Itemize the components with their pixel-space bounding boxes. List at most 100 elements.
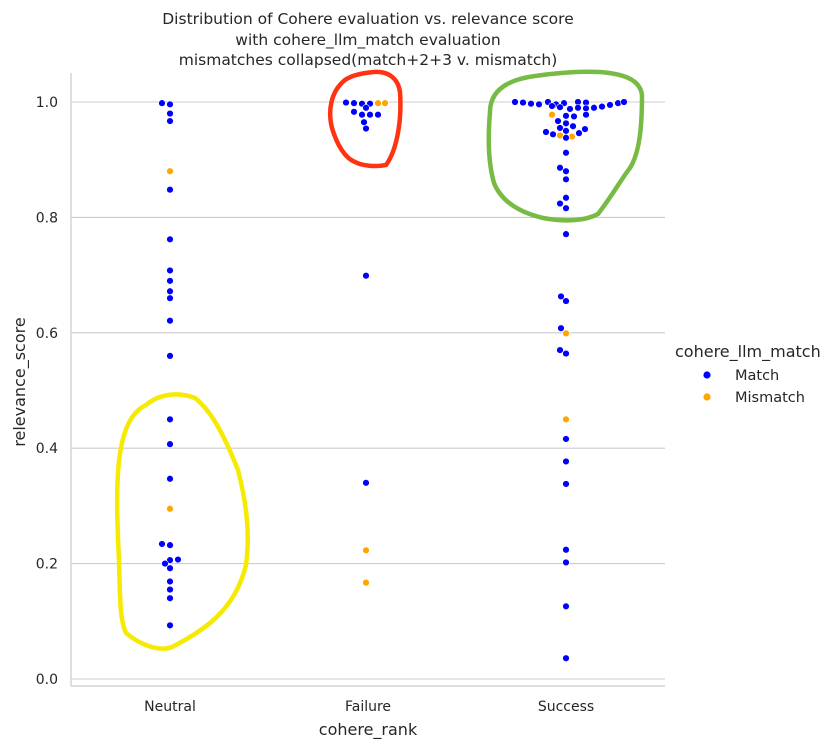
data-point-success: [562, 127, 570, 135]
x-axis-label: cohere_rank: [319, 720, 418, 740]
data-point-neutral: [166, 621, 174, 630]
data-point-success: [562, 349, 570, 358]
data-point-neutral: [166, 294, 174, 302]
data-point-success: [562, 435, 570, 443]
data-point-failure: [362, 546, 370, 555]
data-point-success: [556, 164, 564, 172]
data-point-success: [556, 103, 564, 111]
data-point-neutral: [166, 505, 174, 513]
data-point-success: [568, 132, 576, 141]
data-point-success: [557, 324, 565, 332]
data-point-success: [575, 129, 583, 137]
data-point-neutral: [166, 117, 174, 125]
data-point-neutral: [166, 585, 174, 594]
data-point-failure: [362, 104, 370, 112]
legend: cohere_llm_match Match Mismatch: [675, 342, 821, 406]
data-point-neutral: [166, 167, 174, 175]
data-point-failure: [374, 110, 382, 119]
data-point-success: [582, 110, 590, 119]
data-point-neutral: [158, 540, 166, 548]
chart-title-line-1: Distribution of Cohere evaluation vs. re…: [162, 10, 573, 28]
chart-title-line-2: with cohere_llm_match evaluation: [235, 31, 500, 50]
data-point-success: [581, 125, 589, 133]
data-point-success: [548, 102, 556, 110]
x-tick-label-failure: Failure: [345, 699, 391, 715]
y-tick-label: 0.4: [36, 441, 58, 457]
data-point-neutral: [166, 594, 174, 602]
data-point-neutral: [158, 99, 166, 107]
data-point-neutral: [161, 559, 169, 568]
yellow-loop-annotation: [114, 392, 250, 651]
data-point-success: [556, 124, 564, 132]
data-point-neutral: [166, 266, 174, 275]
chart-title-line-3: mismatches collapsed(match+2+3 v. mismat…: [179, 51, 558, 69]
data-point-success: [562, 134, 570, 142]
green-loop-annotation: [486, 69, 645, 223]
data-point-failure: [350, 99, 358, 107]
data-point-success: [562, 119, 570, 128]
data-point-failure: [374, 99, 382, 107]
data-point-success: [562, 149, 570, 157]
data-point-failure: [381, 99, 389, 107]
data-point-neutral: [166, 352, 174, 360]
data-point-success: [562, 230, 570, 238]
data-point-success: [562, 329, 570, 338]
data-point-success: [527, 100, 535, 108]
data-point-success: [614, 99, 622, 107]
data-point-success: [548, 110, 556, 119]
data-point-neutral: [166, 277, 174, 285]
hand-drawn-annotations: [114, 69, 645, 651]
data-point-failure: [342, 98, 350, 107]
data-point-success: [598, 102, 606, 111]
data-point-success: [562, 194, 570, 202]
data-point-success: [562, 558, 570, 567]
data-point-success: [606, 101, 614, 109]
data-point-success: [562, 204, 570, 212]
data-point-success: [562, 602, 570, 610]
legend-title: cohere_llm_match: [675, 342, 821, 362]
red-loop-annotation: [327, 69, 403, 169]
data-point-success: [511, 98, 519, 106]
data-point-neutral: [166, 235, 174, 244]
grid-lines: [71, 101, 665, 680]
data-point-success: [562, 480, 570, 488]
data-point-failure: [362, 124, 370, 133]
data-point-neutral: [166, 316, 174, 325]
axes: [70, 73, 665, 687]
data-point-neutral: [166, 556, 174, 564]
legend-label-mismatch: Mismatch: [735, 390, 805, 406]
x-tick-label-neutral: Neutral: [144, 699, 196, 715]
data-point-success: [582, 104, 590, 113]
data-point-failure: [366, 110, 374, 119]
data-point-success: [620, 98, 628, 106]
data-point-success: [549, 130, 557, 139]
data-point-neutral: [166, 564, 174, 572]
data-point-neutral: [166, 415, 174, 424]
data-point-success: [519, 98, 527, 107]
legend-label-match: Match: [735, 368, 779, 384]
data-point-success: [542, 128, 550, 136]
data-point-success: [562, 654, 570, 662]
y-tick-labels: 0.0 0.2 0.4 0.6 0.8 1.0: [36, 95, 58, 688]
x-tick-label-success: Success: [538, 699, 594, 715]
data-point-success: [556, 199, 564, 208]
data-point-neutral: [166, 541, 174, 549]
data-point-success: [562, 415, 570, 424]
data-point-failure: [360, 118, 368, 126]
data-point-success: [562, 167, 570, 175]
data-point-neutral: [166, 100, 174, 109]
data-point-success: [562, 112, 570, 120]
data-point-success: [562, 297, 570, 305]
legend-marker-mismatch: [703, 393, 711, 401]
y-tick-label: 1.0: [36, 95, 58, 111]
data-point-neutral: [166, 186, 174, 194]
data-point-success: [574, 104, 582, 112]
data-point-failure: [362, 479, 370, 487]
data-point-success: [557, 292, 565, 301]
data-point-neutral: [166, 287, 174, 295]
data-point-success: [590, 104, 598, 112]
data-point-success: [562, 457, 570, 466]
data-point-success: [554, 117, 562, 125]
data-point-success: [569, 122, 577, 130]
